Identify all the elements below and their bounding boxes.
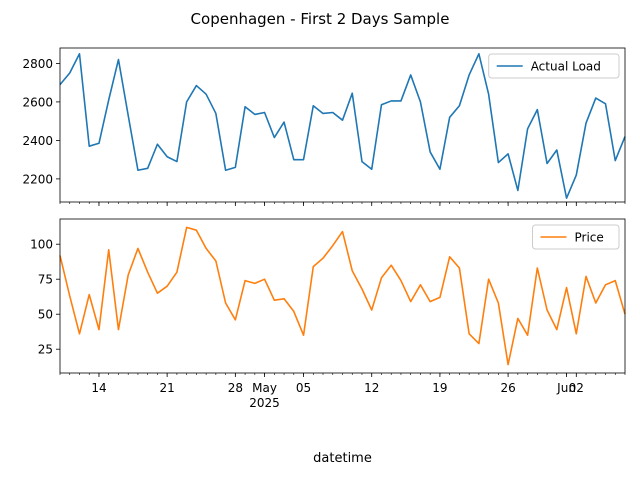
y-tick-label: 50 (38, 308, 53, 322)
y-tick-label: 25 (38, 343, 53, 357)
x-tick-label: May (252, 381, 277, 395)
legend-label: Actual Load (531, 60, 601, 74)
load-series-line (59, 52, 626, 199)
x-tick-label: 05 (296, 381, 311, 395)
y-tick-label: 100 (30, 238, 53, 252)
x-tick-label: 21 (160, 381, 175, 395)
top-subplot: 2200 2400 2600 2800 Actual Load (22, 47, 626, 206)
legend-label: Price (575, 231, 604, 245)
x-tick-label: 12 (364, 381, 379, 395)
x-axis-label: datetime (313, 451, 372, 466)
price-series-line (59, 226, 626, 366)
axes-frame (59, 47, 626, 203)
y-tick-label: 2400 (22, 134, 53, 148)
x-tick-label: 02 (569, 381, 584, 395)
x-tick-label: 14 (91, 381, 106, 395)
figure-title: Copenhagen - First 2 Days Sample (191, 10, 450, 28)
y-tick-label: 2600 (22, 95, 53, 109)
axes-frame (59, 218, 626, 374)
legend-box (532, 224, 620, 250)
x-tick-label: 2025 (249, 396, 280, 410)
x-tick-label: Jun (556, 381, 576, 395)
x-tick-label: 19 (432, 381, 447, 395)
price-legend: Price (532, 224, 620, 250)
x-tick-label: 26 (500, 381, 515, 395)
load-legend: Actual Load (488, 53, 620, 79)
legend-box (488, 53, 620, 79)
x-tick-label: 28 (228, 381, 243, 395)
y-tick-label: 2800 (22, 57, 53, 71)
y-tick-label: 75 (38, 273, 53, 287)
y-tick-label: 2200 (22, 172, 53, 186)
